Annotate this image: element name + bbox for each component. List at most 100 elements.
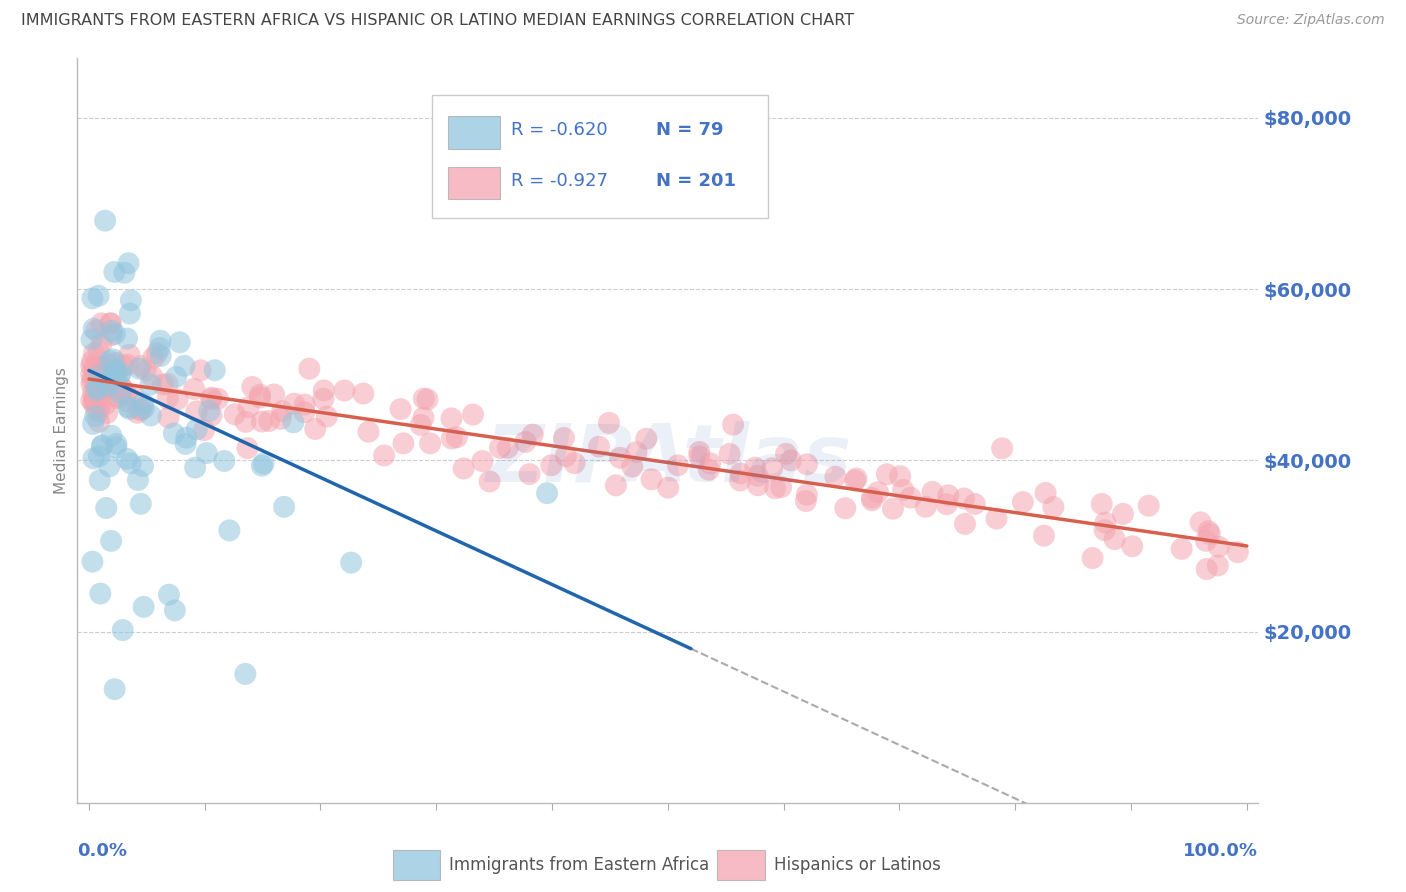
Point (90, 336, 112, 351)
Point (100, 317, 122, 331)
FancyBboxPatch shape (717, 850, 765, 880)
Point (84, 389, 107, 403)
Point (87, 379, 110, 393)
Point (90, 380, 112, 394)
Point (115, 452, 138, 467)
Point (553, 431, 575, 445)
Point (446, 430, 468, 444)
Point (129, 403, 152, 417)
Point (80, 359, 103, 373)
Point (412, 392, 434, 406)
Point (263, 387, 285, 401)
Point (718, 447, 741, 461)
Point (1094, 516, 1116, 530)
Point (80, 376, 103, 391)
Point (132, 396, 155, 410)
Point (117, 358, 139, 372)
Point (93, 375, 115, 389)
Point (82, 394, 104, 409)
Point (193, 423, 215, 437)
Point (101, 324, 124, 338)
Point (936, 488, 959, 502)
Point (87, 374, 110, 388)
Point (186, 422, 208, 436)
Point (118, 401, 141, 416)
Point (131, 402, 153, 417)
Point (440, 432, 463, 446)
Point (292, 405, 315, 419)
Point (86, 389, 108, 403)
Point (90, 359, 112, 374)
Point (389, 402, 412, 417)
Point (173, 359, 195, 373)
Point (478, 475, 501, 489)
FancyBboxPatch shape (392, 850, 440, 880)
Point (866, 485, 889, 500)
Point (169, 335, 191, 350)
Point (1195, 533, 1218, 548)
Point (87, 367, 110, 381)
Point (257, 414, 280, 428)
Point (519, 467, 541, 481)
Point (1104, 532, 1126, 546)
Point (250, 458, 273, 473)
Point (91, 438, 114, 452)
Point (986, 511, 1008, 525)
Point (146, 346, 169, 360)
Point (110, 367, 132, 381)
Point (84, 359, 107, 374)
Point (82, 451, 104, 466)
Point (238, 401, 260, 415)
Point (149, 349, 172, 363)
Point (149, 341, 172, 355)
Point (1208, 540, 1230, 554)
Point (1035, 486, 1057, 500)
Point (82, 555, 104, 569)
Point (91, 384, 114, 398)
Text: IMMIGRANTS FROM EASTERN AFRICA VS HISPANIC OR LATINO MEDIAN EARNINGS CORRELATION: IMMIGRANTS FROM EASTERN AFRICA VS HISPAN… (21, 13, 855, 29)
Point (515, 434, 537, 449)
Point (640, 472, 662, 486)
Point (86, 323, 108, 337)
Point (132, 401, 155, 415)
Point (87, 289, 110, 303)
Point (129, 359, 152, 373)
Point (953, 516, 976, 531)
Point (636, 432, 658, 446)
Point (845, 471, 868, 485)
Point (747, 468, 769, 483)
Point (1094, 523, 1116, 537)
Point (688, 450, 710, 464)
Point (86, 383, 108, 397)
Point (315, 409, 337, 424)
Point (174, 431, 197, 445)
Point (118, 348, 141, 362)
Point (1081, 551, 1104, 566)
Point (127, 473, 149, 487)
Point (252, 457, 274, 471)
Text: ZIPAtlas: ZIPAtlas (485, 421, 851, 500)
Point (564, 456, 586, 470)
Point (157, 588, 180, 602)
Point (98, 374, 121, 388)
Point (1042, 500, 1064, 514)
FancyBboxPatch shape (449, 167, 501, 200)
Point (761, 461, 783, 475)
Point (921, 484, 943, 499)
Y-axis label: Median Earnings: Median Earnings (53, 367, 69, 494)
Point (120, 456, 142, 470)
Point (626, 445, 648, 459)
Point (780, 453, 803, 467)
Point (98, 459, 121, 474)
Point (204, 363, 226, 377)
Point (83, 369, 105, 384)
Point (273, 500, 295, 514)
Point (166, 392, 188, 407)
Point (496, 441, 519, 455)
Point (730, 467, 752, 481)
Point (250, 415, 273, 429)
Point (115, 332, 138, 346)
Point (233, 667, 256, 681)
Point (86, 390, 108, 404)
Point (174, 437, 197, 451)
